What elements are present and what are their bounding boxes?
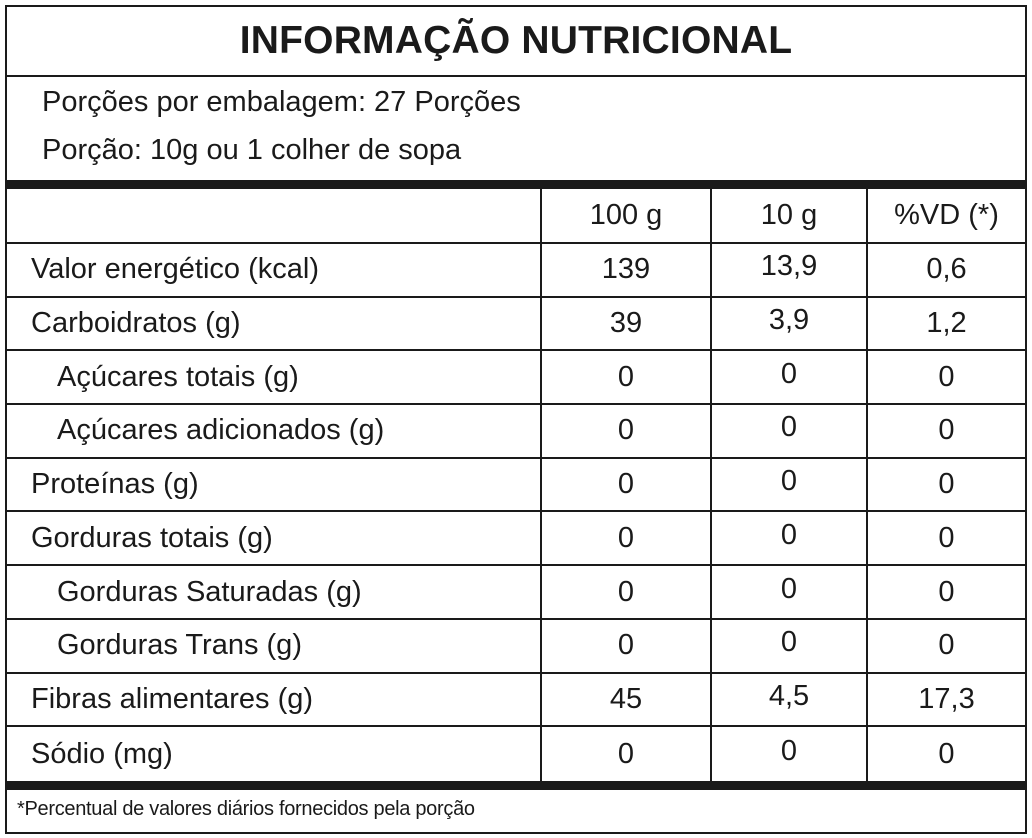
value-per-100g: 0 xyxy=(617,737,635,770)
table-row: Sódio (mg) 0 0 0 xyxy=(7,727,1025,781)
nutrient-name: Fibras alimentares (g) xyxy=(31,682,314,715)
daily-value-footnote: *Percentual de valores diários fornecido… xyxy=(17,798,475,820)
value-per-10g-cell: 0 xyxy=(712,459,866,511)
value-per-10g: 4,5 xyxy=(768,679,810,712)
value-per-10g-cell: 13,9 xyxy=(712,244,866,296)
value-per-100g: 0 xyxy=(617,414,635,447)
value-per-10g: 3,9 xyxy=(768,304,810,337)
nutrition-facts-label: INFORMAÇÃO NUTRICIONAL Porções por embal… xyxy=(5,5,1027,834)
nutrition-table: 100 g 10 g %VD (*) Valor energético (kca… xyxy=(7,189,1025,781)
nutrient-name: Gorduras Saturadas (g) xyxy=(57,575,362,608)
value-per-100g: 0 xyxy=(617,468,635,501)
thick-divider-top xyxy=(7,180,1025,189)
value-per-10g-cell: 0 xyxy=(712,351,866,403)
daily-value-percent: 1,2 xyxy=(926,307,967,340)
nutrient-name: Gorduras Trans (g) xyxy=(57,629,302,662)
value-per-100g: 139 xyxy=(601,253,651,286)
daily-value-percent: 0 xyxy=(938,414,955,447)
header-daily-value: %VD (*) xyxy=(894,199,999,231)
column-divider xyxy=(866,189,868,781)
thick-divider-bottom xyxy=(7,781,1025,790)
table-header-row: 100 g 10 g %VD (*) xyxy=(7,189,1025,244)
nutrient-name: Gorduras totais (g) xyxy=(31,521,273,554)
serving-size: Porção: 10g ou 1 colher de sopa xyxy=(42,134,462,166)
value-per-10g-cell: 0 xyxy=(712,513,866,565)
daily-value-percent: 0,6 xyxy=(926,253,967,286)
value-per-10g: 0 xyxy=(780,357,798,390)
nutrient-name: Proteínas (g) xyxy=(31,468,199,501)
title-divider xyxy=(7,75,1025,77)
value-per-10g: 0 xyxy=(780,465,798,498)
nutrient-name: Açúcares totais (g) xyxy=(57,360,299,393)
table-row: Açúcares totais (g) 0 0 0 xyxy=(7,351,1025,406)
table-row: Gorduras Trans (g) 0 0 0 xyxy=(7,620,1025,674)
daily-value-percent: 0 xyxy=(938,575,955,608)
value-per-100g: 0 xyxy=(617,575,635,608)
value-per-10g: 0 xyxy=(780,411,798,444)
value-per-100g: 0 xyxy=(617,360,635,393)
value-per-10g-cell: 0 xyxy=(712,727,866,781)
table-row: Gorduras totais (g) 0 0 0 xyxy=(7,513,1025,567)
value-per-100g: 45 xyxy=(609,682,643,715)
value-per-100g: 39 xyxy=(609,307,643,340)
table-row: Gorduras Saturadas (g) 0 0 0 xyxy=(7,566,1025,620)
daily-value-percent: 0 xyxy=(938,360,955,393)
value-per-10g-cell: 0 xyxy=(712,566,866,618)
column-divider xyxy=(540,189,542,781)
value-per-10g: 0 xyxy=(780,734,798,767)
value-per-10g-cell: 4,5 xyxy=(712,674,866,726)
nutrient-name: Açúcares adicionados (g) xyxy=(57,414,385,447)
header-empty-cell xyxy=(7,189,540,242)
value-per-10g: 0 xyxy=(780,572,798,605)
header-per-10g: 10 g xyxy=(760,199,818,231)
value-per-10g: 13,9 xyxy=(760,250,818,283)
column-divider xyxy=(710,189,712,781)
value-per-100g: 0 xyxy=(617,629,635,662)
daily-value-percent: 0 xyxy=(938,737,955,770)
table-row: Fibras alimentares (g) 45 4,5 17,3 xyxy=(7,674,1025,728)
nutrient-name: Valor energético (kcal) xyxy=(31,253,319,286)
value-per-10g-cell: 0 xyxy=(712,620,866,672)
daily-value-percent: 0 xyxy=(938,521,955,554)
value-per-10g-cell: 3,9 xyxy=(712,298,866,350)
value-per-10g: 0 xyxy=(780,626,798,659)
label-title: INFORMAÇÃO NUTRICIONAL xyxy=(239,19,793,62)
nutrient-name: Carboidratos (g) xyxy=(31,307,241,340)
value-per-10g: 0 xyxy=(780,518,798,551)
table-row: Açúcares adicionados (g) 0 0 0 xyxy=(7,405,1025,459)
daily-value-percent: 0 xyxy=(938,468,955,501)
nutrient-name: Sódio (mg) xyxy=(31,737,173,770)
value-per-10g-cell: 0 xyxy=(712,405,866,457)
servings-per-package: Porções por embalagem: 27 Porções xyxy=(42,86,521,118)
table-row: Valor energético (kcal) 139 13,9 0,6 xyxy=(7,244,1025,298)
table-row: Carboidratos (g) 39 3,9 1,2 xyxy=(7,298,1025,352)
value-per-100g: 0 xyxy=(617,521,635,554)
header-per-100g: 100 g xyxy=(589,199,663,231)
daily-value-percent: 0 xyxy=(938,629,955,662)
daily-value-percent: 17,3 xyxy=(918,682,975,715)
table-row: Proteínas (g) 0 0 0 xyxy=(7,459,1025,513)
